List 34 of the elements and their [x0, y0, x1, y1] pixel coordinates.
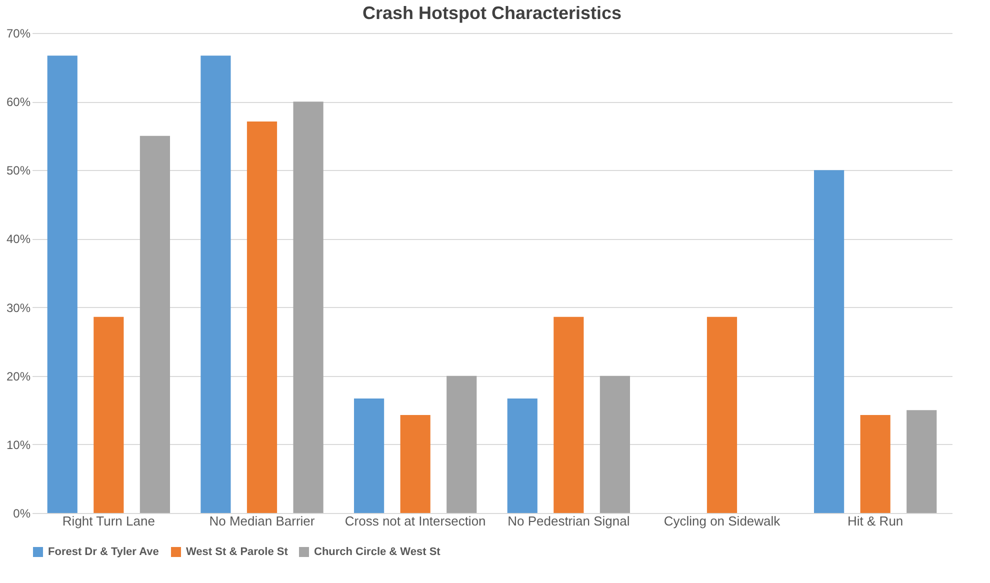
- bar: [47, 56, 78, 513]
- bar: [140, 136, 170, 513]
- x-tick-label: No Pedestrian Signal: [508, 514, 630, 528]
- bar: [200, 56, 231, 513]
- bar: [400, 414, 430, 513]
- y-tick-label: 10%: [6, 438, 31, 452]
- y-tick-label: 60%: [6, 95, 31, 110]
- bar: [706, 316, 738, 513]
- bar: [860, 414, 890, 513]
- bar: [600, 376, 630, 513]
- bar: [354, 398, 384, 513]
- y-tick-label: 20%: [6, 369, 31, 384]
- bar: [507, 398, 538, 513]
- legend-label: West St & Parole St: [186, 546, 288, 558]
- chart-title: Crash Hotspot Characteristics: [362, 3, 622, 23]
- x-tick-label: No Median Barrier: [209, 514, 316, 528]
- x-tick-label: Hit & Run: [848, 514, 904, 528]
- bar: [814, 170, 844, 513]
- bar: [554, 316, 584, 513]
- legend-label: Church Circle & West St: [314, 546, 441, 558]
- x-tick-label: Cycling on Sidewalk: [664, 514, 781, 528]
- bar: [246, 121, 278, 513]
- legend-label: Forest Dr & Tyler Ave: [48, 546, 159, 558]
- y-tick-label: 50%: [6, 164, 31, 178]
- x-tick-label: Right Turn Lane: [62, 514, 155, 528]
- y-tick-label: 40%: [6, 232, 31, 246]
- x-tick-label: Cross not at Intersection: [344, 514, 486, 528]
- y-tick-label: 30%: [6, 300, 31, 315]
- y-tick-label: 0%: [13, 506, 31, 520]
- bar: [446, 376, 477, 513]
- bar: [94, 316, 124, 513]
- y-tick-label: 70%: [6, 26, 31, 40]
- bar: [293, 102, 324, 513]
- bar: [906, 410, 937, 513]
